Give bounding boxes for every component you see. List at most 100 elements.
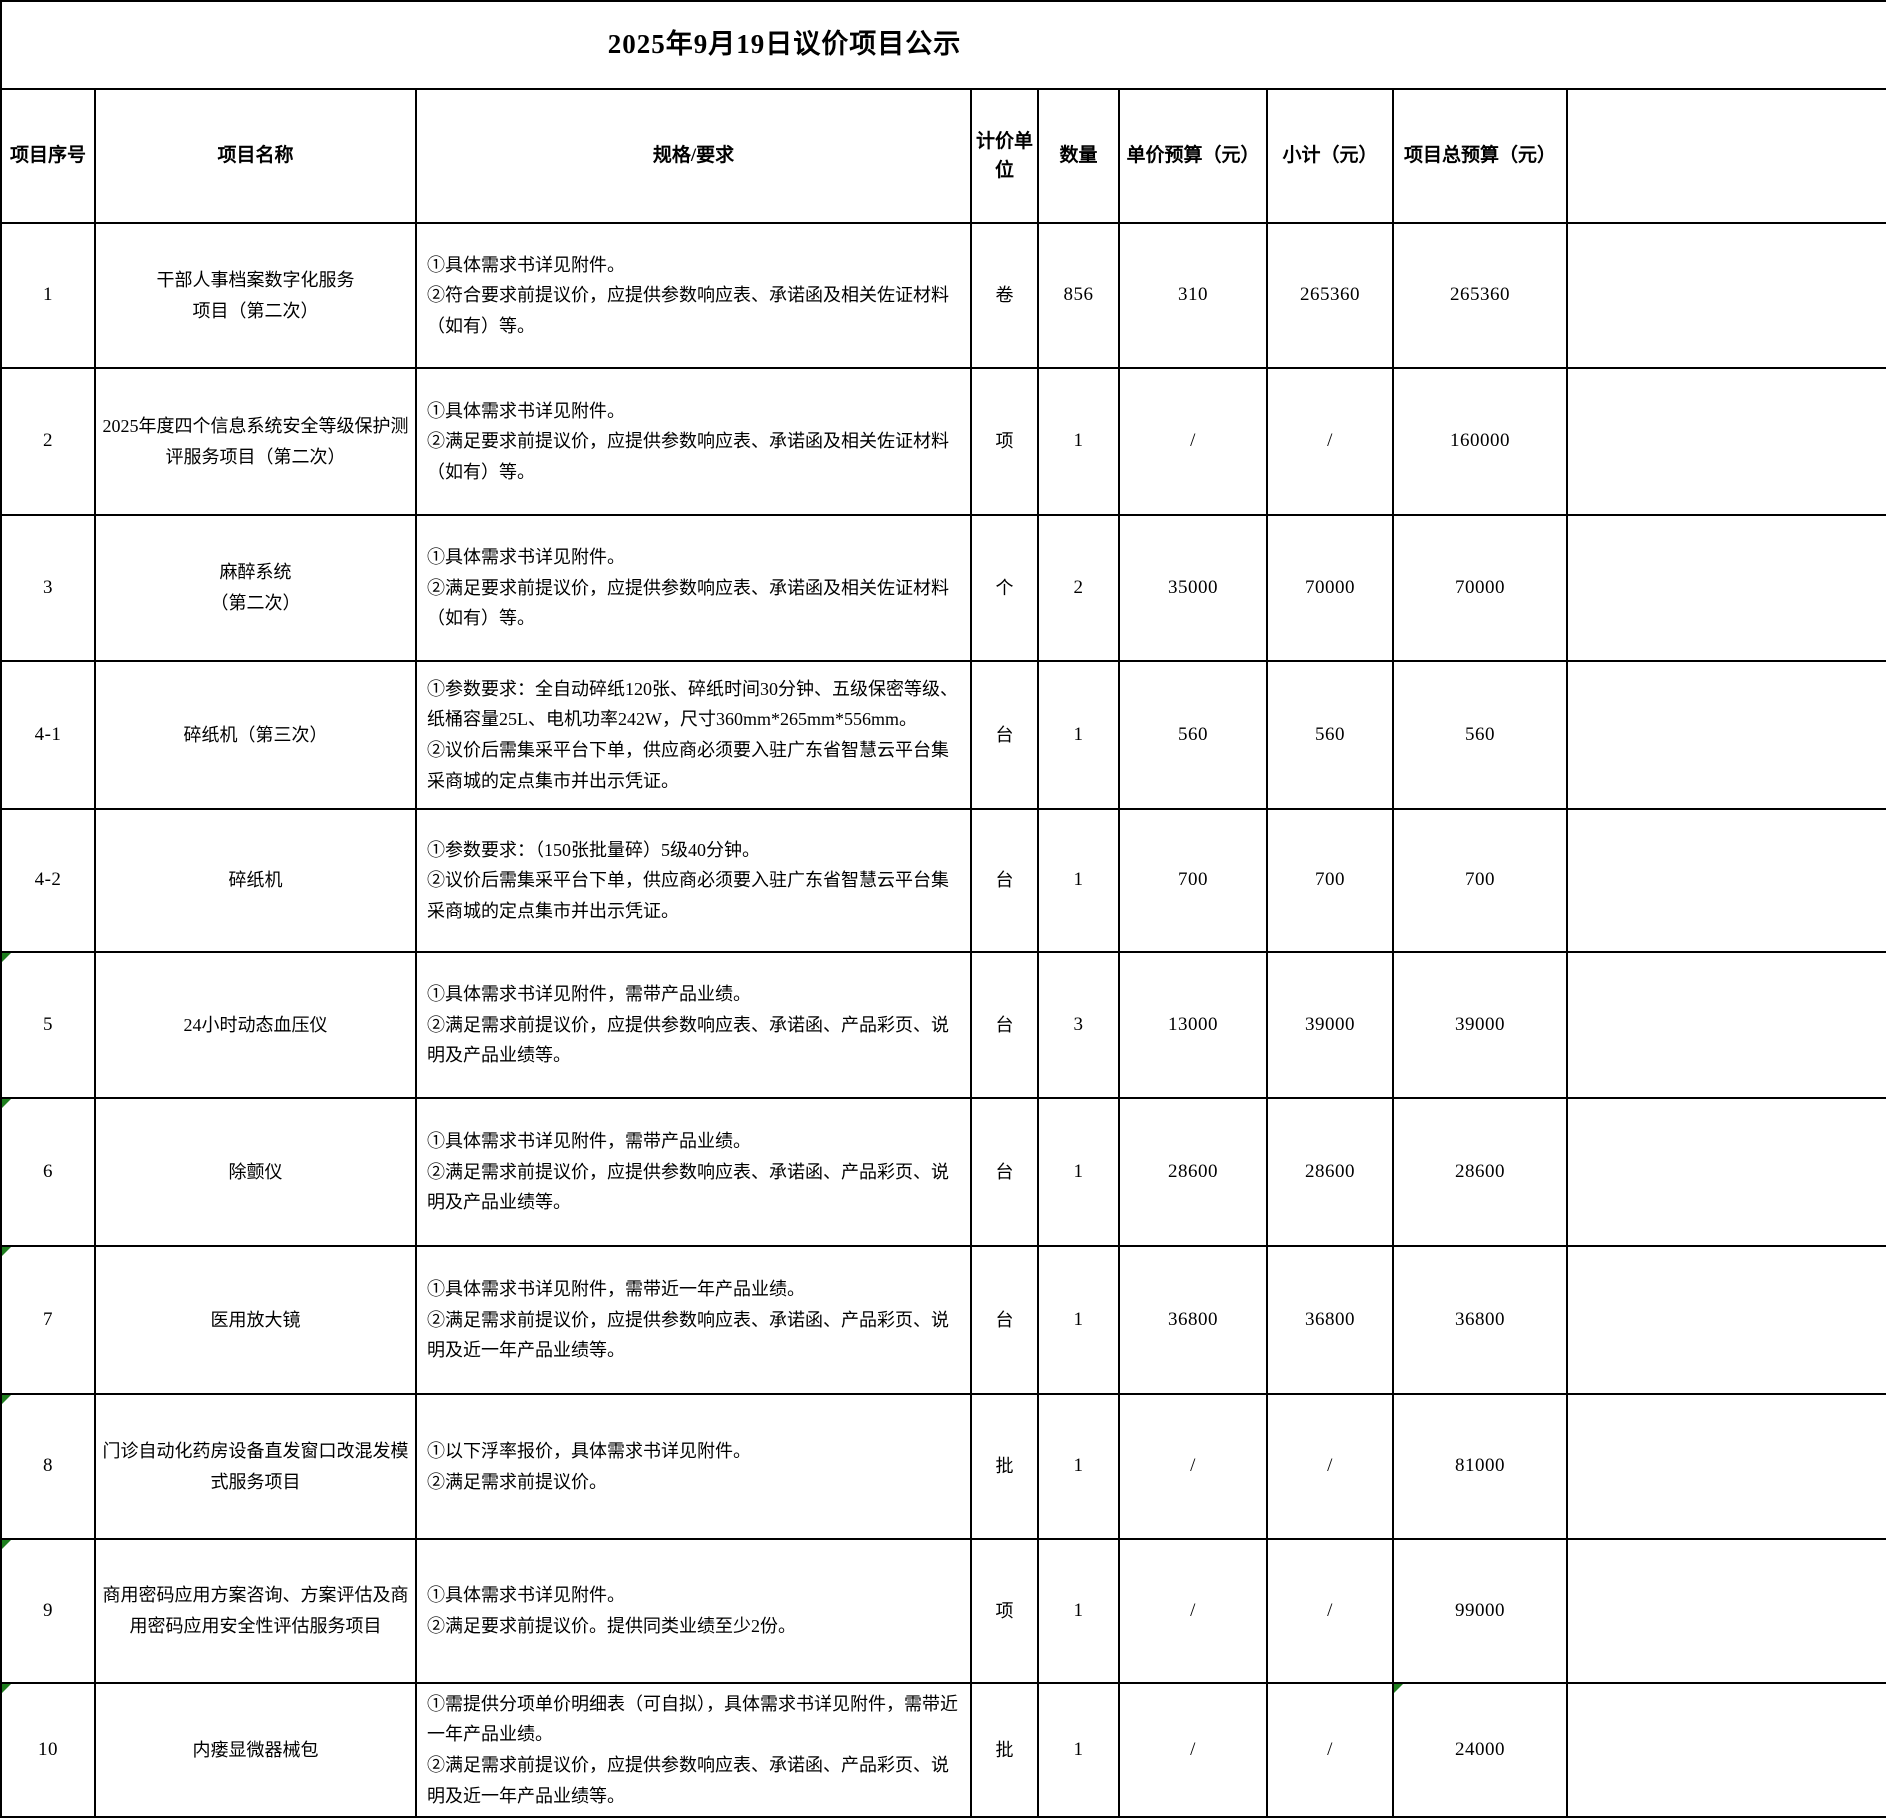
cell-name: 碎纸机 [94, 808, 417, 953]
cell-unit-text: 卷 [995, 285, 1014, 306]
cell-seq-text: 6 [43, 1160, 53, 1182]
cell-subtotal: 70000 [1266, 514, 1394, 662]
cell-seq: 6 [0, 1097, 96, 1247]
row-filler-cell [1566, 660, 1886, 810]
cell-spec: ①以下浮率报价，具体需求书详见附件。 ②满足需求前提议价。 [415, 1393, 972, 1540]
cell-spec: ①具体需求书详见附件。 ②满足要求前提议价，应提供参数响应表、承诺函及相关佐证材… [415, 367, 972, 516]
cell-total-text: 39000 [1455, 1013, 1505, 1035]
cell-seq-text: 1 [43, 284, 53, 306]
header-filler-cell [1566, 88, 1886, 224]
cell-spec: ①参数要求：（150张批量碎）5级40分钟。 ②议价后需集采平台下单，供应商必须… [415, 808, 972, 953]
cell-unit-text: 个 [995, 577, 1014, 598]
cell-unit-price: 700 [1118, 808, 1268, 953]
cell-seq-text: 5 [43, 1013, 53, 1035]
cell-total: 81000 [1392, 1393, 1568, 1540]
cell-unit-text: 台 [995, 1161, 1014, 1182]
cell-unit-price: / [1118, 1393, 1268, 1540]
cell-seq: 3 [0, 514, 96, 662]
cell-qty: 1 [1037, 1393, 1120, 1540]
cell-qty-text: 856 [1063, 284, 1094, 306]
cell-name: 门诊自动化药房设备直发窗口改混发模式服务项目 [94, 1393, 417, 1540]
cell-spec-text: ①具体需求书详见附件。 ②满足要求前提议价，应提供参数响应表、承诺函及相关佐证材… [427, 400, 949, 482]
cell-name: 2025年度四个信息系统安全等级保护测评服务项目（第二次） [94, 367, 417, 516]
row-filler-cell [1566, 1097, 1886, 1247]
cell-spec-text: ①具体需求书详见附件，需带产品业绩。 ②满足需求前提议价，应提供参数响应表、承诺… [427, 1131, 949, 1213]
cell-unit-price: 13000 [1118, 951, 1268, 1099]
cell-name-text: 碎纸机（第三次） [183, 724, 328, 745]
cell-unit-price: 35000 [1118, 514, 1268, 662]
cell-seq: 10 [0, 1682, 96, 1818]
excel-error-indicator-icon [3, 1248, 11, 1256]
cell-subtotal-text: / [1327, 1738, 1333, 1760]
table-body: 1 干部人事档案数字化服务 项目（第二次） ①具体需求书详见附件。 ②符合要求前提议… [0, 222, 1886, 1818]
excel-error-indicator-icon [3, 1685, 11, 1693]
cell-qty: 1 [1037, 808, 1120, 953]
cell-total-text: 70000 [1455, 576, 1505, 598]
cell-spec: ①具体需求书详见附件，需带产品业绩。 ②满足需求前提议价，应提供参数响应表、承诺… [415, 1097, 972, 1247]
cell-qty: 3 [1037, 951, 1120, 1099]
cell-unit-price-text: / [1190, 1738, 1196, 1760]
column-header-name: 项目名称 [94, 88, 417, 224]
cell-unit-price: 560 [1118, 660, 1268, 810]
table-row: 1 干部人事档案数字化服务 项目（第二次） ①具体需求书详见附件。 ②符合要求前提议… [0, 222, 1886, 369]
cell-total: 39000 [1392, 951, 1568, 1099]
cell-name: 碎纸机（第三次） [94, 660, 417, 810]
column-header-seq: 项目序号 [0, 88, 96, 224]
table-row: 7 医用放大镜 ①具体需求书详见附件，需带近一年产品业绩。 ②满足需求前提议价，应提… [0, 1245, 1886, 1395]
cell-unit-price: 28600 [1118, 1097, 1268, 1247]
cell-qty-text: 2 [1073, 576, 1084, 598]
excel-error-indicator-icon [3, 1100, 11, 1108]
column-header-total: 项目总预算（元） [1392, 88, 1568, 224]
cell-unit: 批 [970, 1393, 1039, 1540]
cell-total: 700 [1392, 808, 1568, 953]
row-filler-cell [1566, 1393, 1886, 1540]
table-row: 5 24小时动态血压仪 ①具体需求书详见附件，需带产品业绩。 ②满足需求前提议价，应… [0, 951, 1886, 1099]
cell-qty-text: 3 [1073, 1013, 1084, 1035]
cell-subtotal-text: 265360 [1300, 284, 1360, 306]
cell-subtotal-text: 36800 [1305, 1308, 1355, 1330]
column-header-subtotal: 小计（元） [1266, 88, 1394, 224]
cell-unit: 台 [970, 808, 1039, 953]
row-filler-cell [1566, 514, 1886, 662]
cell-total-text: 36800 [1455, 1308, 1505, 1330]
cell-spec-text: ①具体需求书详见附件。 ②符合要求前提议价，应提供参数响应表、承诺函及相关佐证材… [427, 254, 949, 336]
cell-spec: ①需提供分项单价明细表（可自拟），具体需求书详见附件，需带近一年产品业绩。 ②满… [415, 1682, 972, 1818]
cell-unit-price: 310 [1118, 222, 1268, 369]
cell-seq: 1 [0, 222, 96, 369]
cell-total: 560 [1392, 660, 1568, 810]
cell-qty-text: 1 [1073, 1599, 1084, 1621]
cell-qty-text: 1 [1073, 1160, 1084, 1182]
cell-seq-text: 10 [38, 1738, 58, 1760]
cell-spec: ①具体需求书详见附件。 ②满足要求前提议价。提供同类业绩至少2份。 [415, 1538, 972, 1684]
cell-subtotal-text: 28600 [1305, 1160, 1355, 1182]
cell-seq: 9 [0, 1538, 96, 1684]
cell-seq: 7 [0, 1245, 96, 1395]
cell-name: 24小时动态血压仪 [94, 951, 417, 1099]
cell-total-text: 160000 [1450, 430, 1510, 452]
cell-unit-price-text: / [1190, 1599, 1196, 1621]
title-row: 2025年9月19日议价项目公示 [0, 0, 1886, 90]
cell-total-text: 81000 [1455, 1455, 1505, 1477]
cell-subtotal: / [1266, 1538, 1394, 1684]
cell-unit: 台 [970, 1245, 1039, 1395]
cell-name-text: 内瘘显微器械包 [192, 1739, 319, 1760]
cell-subtotal-text: 70000 [1305, 576, 1355, 598]
table-row: 8 门诊自动化药房设备直发窗口改混发模式服务项目 ①以下浮率报价，具体需求书详见附件… [0, 1393, 1886, 1540]
cell-qty-text: 1 [1073, 1738, 1084, 1760]
cell-unit-price: / [1118, 1538, 1268, 1684]
cell-qty: 1 [1037, 367, 1120, 516]
cell-qty: 1 [1037, 1682, 1120, 1818]
cell-unit-text: 项 [995, 431, 1014, 452]
cell-unit-price-text: 36800 [1168, 1308, 1218, 1330]
cell-unit: 台 [970, 951, 1039, 1099]
table-row: 6 除颤仪 ①具体需求书详见附件，需带产品业绩。 ②满足需求前提议价，应提供参数响应… [0, 1097, 1886, 1247]
cell-subtotal-text: 560 [1315, 723, 1345, 745]
row-filler-cell [1566, 1682, 1886, 1818]
cell-total-text: 700 [1465, 869, 1495, 891]
row-filler-cell [1566, 951, 1886, 1099]
cell-total: 28600 [1392, 1097, 1568, 1247]
table-row: 2 2025年度四个信息系统安全等级保护测评服务项目（第二次） ①具体需求书详见附件… [0, 367, 1886, 516]
cell-spec: ①具体需求书详见附件。 ②满足要求前提议价，应提供参数响应表、承诺函及相关佐证材… [415, 514, 972, 662]
cell-unit-price-text: 28600 [1168, 1160, 1218, 1182]
cell-unit: 个 [970, 514, 1039, 662]
